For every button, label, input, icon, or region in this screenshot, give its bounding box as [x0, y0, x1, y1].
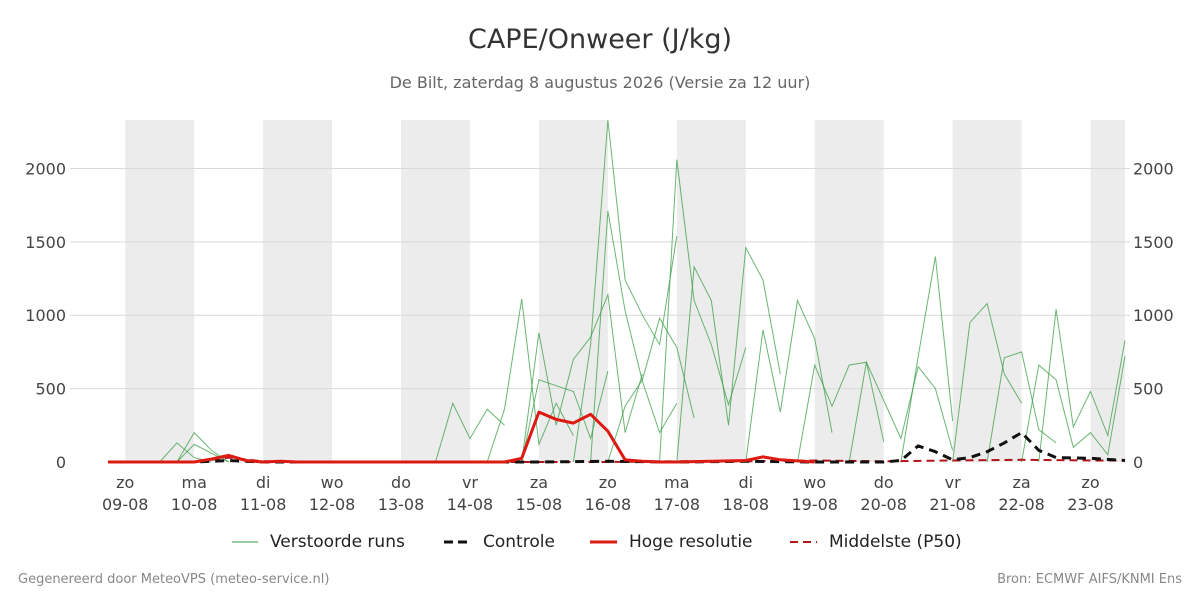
x-tick-date: 17-08 [654, 495, 701, 514]
x-tick-date: 14-08 [447, 495, 494, 514]
x-tick-day: di [738, 473, 753, 492]
cape-chart: 0 500 1000 1500 2000 0 500 1000 1500 2000 zo 09-0… [25, 119, 1174, 514]
y-tick-label-right: 2000 [1133, 159, 1174, 178]
x-axis: zo 09-08 ma 10-08 di 11-08 wo 12-08 do 13-08 vr 14-… [102, 473, 1114, 514]
weekend-band [814, 120, 884, 462]
y-tick-label-right: 1000 [1133, 306, 1174, 325]
legend-item-median[interactable]: Middelste (P50) [790, 530, 962, 554]
x-tick-day: ma [664, 473, 689, 492]
x-tick-day: za [1012, 473, 1030, 492]
main-series [108, 410, 1126, 464]
perturbed-run-line [521, 370, 609, 463]
x-tick-date: 22-08 [998, 495, 1045, 514]
chart-title: CAPE/Onweer (J/kg) [467, 24, 732, 55]
x-tick-day: vr [462, 473, 478, 492]
weekend-band [952, 120, 1022, 462]
perturbed-run-line [986, 351, 1057, 463]
x-tick-date: 23-08 [1067, 495, 1114, 514]
x-tick-day: vr [945, 473, 961, 492]
x-tick-day: di [256, 473, 271, 492]
x-tick-date: 12-08 [309, 495, 356, 514]
perturbed-run-line [797, 361, 885, 463]
perturbed-run-line [848, 360, 954, 463]
legend-line-perturbed-icon [232, 541, 258, 543]
x-tick-date: 15-08 [516, 495, 563, 514]
legend-item-hires[interactable]: Hoge resolutie [590, 530, 753, 554]
perturbed-run-line [676, 246, 781, 463]
legend-line-hires-icon [590, 540, 617, 544]
weekend-band [676, 120, 746, 462]
footer-source: Bron: ECMWF AIFS/KNMI Ens [997, 572, 1182, 587]
weekend-band [263, 120, 333, 462]
legend-label-median: Middelste (P50) [829, 532, 962, 552]
perturbed-run-line [572, 119, 678, 463]
x-tick-day: zo [1081, 473, 1099, 492]
footer-generator[interactable]: Gegenereerd door MeteoVPS (meteo-service… [18, 572, 330, 587]
x-tick-date: 20-08 [860, 495, 907, 514]
y-tick-label-right: 1500 [1133, 233, 1174, 252]
weekend-band [125, 120, 195, 462]
x-tick-day: zo [599, 473, 617, 492]
x-tick-day: ma [181, 473, 206, 492]
legend-line-control-icon [444, 540, 471, 544]
x-tick-date: 18-08 [723, 495, 770, 514]
y-axis-right: 0 500 1000 1500 2000 [1133, 159, 1174, 472]
perturbed-run-line [435, 401, 505, 463]
legend-label-perturbed: Verstoorde runs [270, 532, 405, 552]
perturbed-run-line [900, 256, 954, 463]
perturbed-run-line [745, 298, 833, 463]
legend-item-perturbed[interactable]: Verstoorde runs [232, 530, 405, 554]
x-tick-day: za [530, 473, 548, 492]
y-axis-left: 0 500 1000 1500 2000 [25, 159, 66, 472]
x-tick-day: wo [803, 473, 826, 492]
legend-line-median-icon [790, 541, 817, 543]
x-tick-day: do [874, 473, 894, 492]
x-tick-date: 10-08 [171, 495, 218, 514]
y-tick-label-right: 0 [1133, 453, 1143, 472]
x-tick-date: 09-08 [102, 495, 149, 514]
y-tick-label-left: 2000 [25, 159, 66, 178]
y-tick-label-left: 1000 [25, 306, 66, 325]
perturbed-run-line [486, 299, 574, 463]
hires-line [108, 410, 815, 464]
weekend-band [538, 120, 608, 462]
y-tick-label-left: 1500 [25, 233, 66, 252]
x-tick-day: zo [116, 473, 134, 492]
weekend-band [401, 120, 470, 462]
weekend-band [1090, 120, 1125, 462]
perturbed-run-line [590, 210, 678, 463]
perturbed-run-line [607, 316, 695, 463]
perturbed-run-line [521, 292, 643, 463]
weekend-bands [125, 120, 1125, 462]
y-tick-label-right: 500 [1133, 380, 1164, 399]
legend-item-control[interactable]: Controle [444, 530, 555, 554]
chart-subtitle: De Bilt, zaterdag 8 augustus 2026 (Versi… [389, 73, 811, 92]
x-tick-date: 19-08 [791, 495, 838, 514]
perturbed-run-line [1021, 356, 1126, 463]
legend-label-hires: Hoge resolutie [629, 532, 753, 552]
chart-legend: Verstoorde runs Controle Hoge resolutie … [0, 530, 1200, 554]
x-tick-date: 11-08 [240, 495, 287, 514]
x-tick-day: wo [321, 473, 344, 492]
x-tick-date: 16-08 [585, 495, 632, 514]
perturbed-run-line [1038, 309, 1126, 463]
x-tick-day: do [391, 473, 411, 492]
y-tick-label-left: 0 [56, 453, 66, 472]
x-tick-date: 21-08 [929, 495, 976, 514]
legend-label-control: Controle [483, 532, 555, 552]
y-tick-label-left: 500 [35, 380, 66, 399]
x-tick-date: 13-08 [378, 495, 425, 514]
perturbed-run-line [952, 302, 1023, 463]
